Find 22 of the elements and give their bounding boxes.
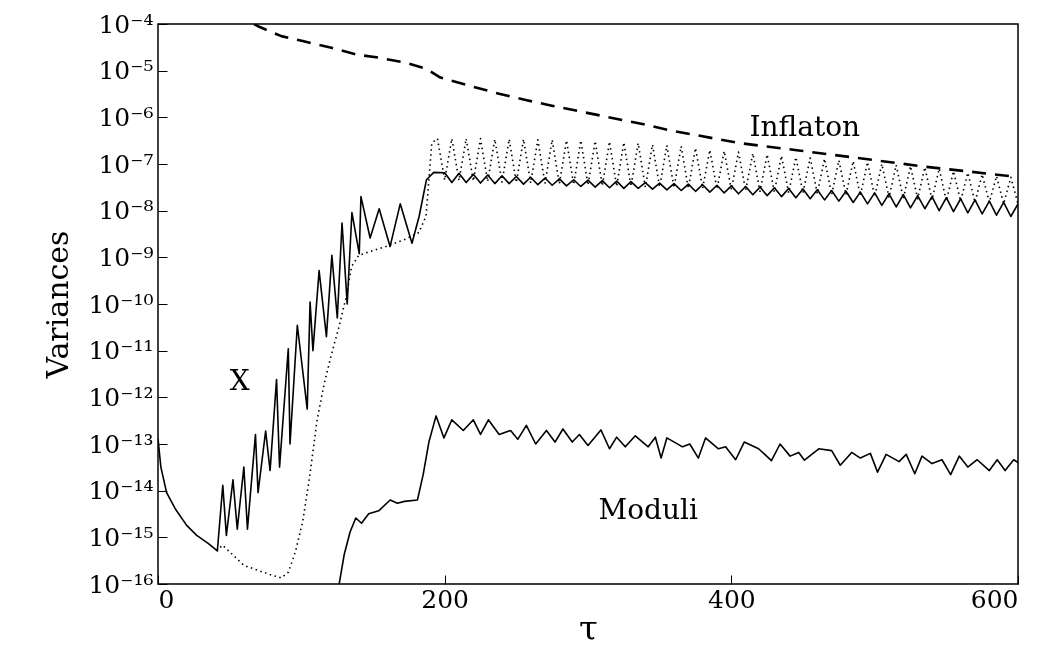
y-tick-label: 10⁻⁹ <box>98 242 154 272</box>
y-axis-title: Variances <box>40 230 76 380</box>
y-tick-label: 10⁻⁷ <box>98 149 154 179</box>
y-tick-label: 10⁻⁴ <box>98 9 154 39</box>
annotation: Moduli <box>598 493 698 527</box>
x-tick-label: 400 <box>707 584 756 614</box>
y-tick-label: 10⁻¹⁰ <box>88 289 154 319</box>
y-tick-label: 10⁻¹¹ <box>88 336 154 366</box>
y-tick-label: 10⁻⁸ <box>98 196 154 226</box>
annotation: X <box>229 364 250 398</box>
annotation: Inflaton <box>749 109 861 143</box>
y-tick-label: 10⁻¹⁴ <box>88 476 154 506</box>
y-tick-label: 10⁻¹² <box>88 382 154 412</box>
x-tick-label: 200 <box>421 584 470 614</box>
y-tick-label: 10⁻⁵ <box>98 56 154 86</box>
y-tick-label: 10⁻¹³ <box>88 429 154 459</box>
y-tick-label: 10⁻¹⁵ <box>88 522 154 552</box>
x-tick-label: 600 <box>970 584 1019 614</box>
x-axis-title: τ <box>579 607 598 648</box>
x-tick-label: 0 <box>158 584 175 614</box>
y-tick-label: 10⁻⁶ <box>98 102 154 132</box>
y-tick-label: 10⁻¹⁶ <box>88 569 154 599</box>
